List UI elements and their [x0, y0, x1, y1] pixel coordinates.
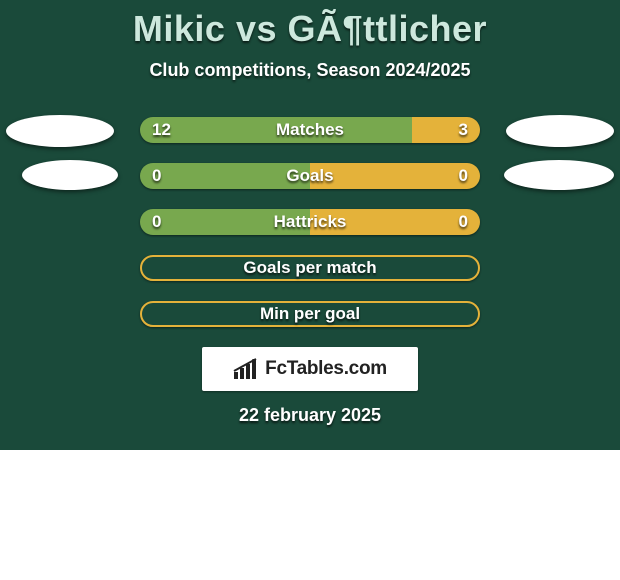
stat-bar-track — [140, 301, 480, 327]
footer-brand-text: FcTables.com — [265, 358, 387, 380]
footer-logo[interactable]: FcTables.com — [202, 347, 418, 391]
player-avatar-right — [504, 160, 614, 190]
stat-bar-track — [140, 117, 480, 143]
footer-date: 22 february 2025 — [0, 405, 620, 426]
stat-bar-right-segment — [310, 209, 480, 235]
bars-icon — [233, 358, 259, 380]
player-avatar-left — [6, 115, 114, 147]
stat-bar-left-segment — [140, 163, 310, 189]
page-subtitle: Club competitions, Season 2024/2025 — [0, 60, 620, 81]
player-avatar-right — [506, 115, 614, 147]
stat-bar-track — [140, 209, 480, 235]
stat-row: Hattricks00 — [0, 209, 620, 235]
stat-bar-right-segment — [412, 117, 480, 143]
stat-bar-track — [140, 255, 480, 281]
stat-bar-left-segment — [140, 209, 310, 235]
stat-row: Matches123 — [0, 117, 620, 143]
stat-rows: Matches123 Goals00 Hattricks00 Goals per ma… — [0, 117, 620, 327]
stat-bar-right-segment — [310, 163, 480, 189]
stat-bar-track — [140, 163, 480, 189]
stat-bar-left-segment — [140, 117, 412, 143]
stat-row: Goals per match — [0, 255, 620, 281]
stat-row: Min per goal — [0, 301, 620, 327]
page-title: Mikic vs GÃ¶ttlicher — [0, 8, 620, 50]
stat-row: Goals00 — [0, 163, 620, 189]
comparison-panel: Mikic vs GÃ¶ttlicher Club competitions, … — [0, 0, 620, 450]
player-avatar-left — [22, 160, 118, 190]
